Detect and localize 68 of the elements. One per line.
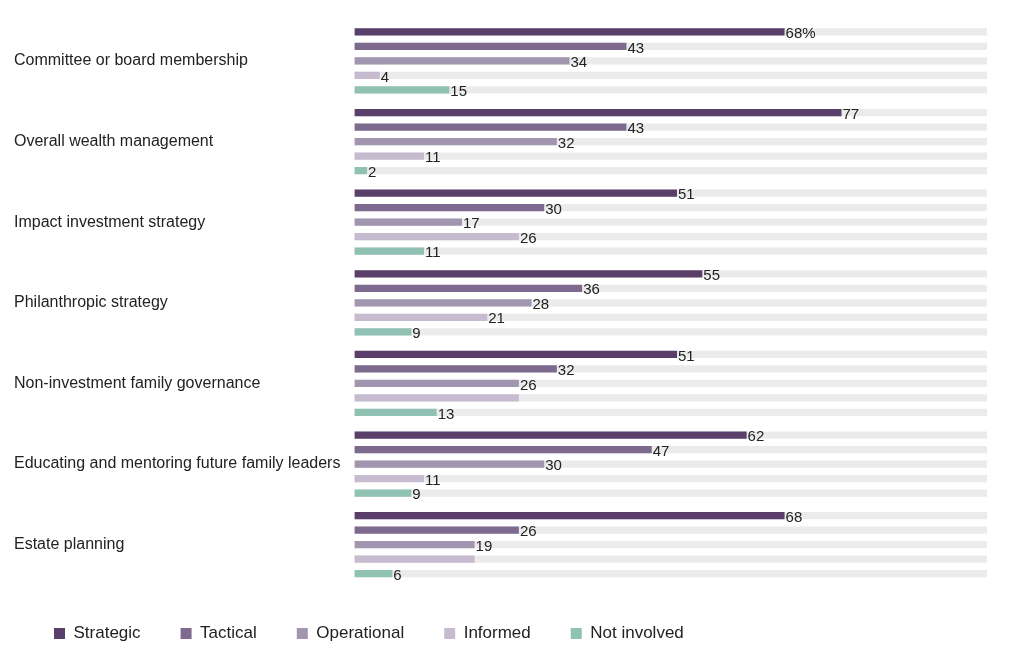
y-tick-label: Estate planning (14, 535, 125, 553)
data-label: 13 (437, 404, 455, 422)
data-label: 2 (368, 162, 377, 180)
bar (354, 166, 368, 175)
y-tick-label: Impact investment strategy (14, 212, 206, 230)
bar (354, 299, 532, 307)
data-label: 11 (424, 470, 441, 488)
data-label: 36 (583, 280, 600, 298)
bar (354, 247, 424, 255)
bar (354, 86, 450, 94)
bar (354, 555, 475, 563)
bar (354, 137, 557, 146)
data-label: 15 (450, 82, 467, 100)
bar (354, 218, 462, 226)
data-label: 17 (462, 214, 480, 232)
bar (354, 408, 437, 417)
bar (354, 570, 393, 578)
bar (354, 460, 545, 468)
legend-label: Operational (316, 623, 405, 643)
data-label: 9 (412, 485, 421, 503)
legend-label: Informed (463, 623, 531, 643)
legend-label: Tactical (200, 623, 257, 643)
bar (354, 328, 412, 336)
data-label: 51 (678, 346, 695, 364)
data-label: 77 (842, 104, 860, 122)
bar (354, 541, 475, 549)
bar (354, 474, 424, 483)
data-label: 21 (488, 309, 505, 327)
bar (354, 71, 380, 80)
data-label: 34 (570, 53, 588, 71)
y-tick-label: Philanthropic strategy (14, 293, 168, 311)
data-label: 6 (393, 565, 402, 583)
bar (354, 233, 519, 241)
data-label: 47 (652, 441, 670, 459)
data-label: 55 (703, 265, 721, 283)
data-label: 11 (424, 148, 441, 166)
data-label: 26 (519, 375, 537, 393)
data-label: 19 (475, 536, 493, 554)
data-label: 28 (532, 294, 550, 312)
bar (354, 152, 424, 160)
y-tick-label: Committee or board membership (14, 51, 248, 69)
data-label: 68 (785, 507, 803, 525)
data-label: 51 (678, 185, 695, 203)
data-label: 43 (627, 119, 645, 137)
bar (354, 313, 488, 321)
data-label: 9 (412, 323, 421, 341)
legend-label: Not involved (590, 623, 684, 643)
y-tick-label: Non-investment family governance (14, 373, 261, 391)
y-tick-label: Overall wealth management (14, 131, 214, 149)
bar (354, 379, 519, 388)
data-label: 30 (545, 199, 562, 217)
bar (354, 365, 557, 373)
data-label: 26 (519, 522, 537, 540)
bar (354, 489, 412, 497)
data-label: 32 (557, 361, 575, 379)
data-label: 11 (424, 243, 441, 261)
data-label: 30 (545, 456, 562, 474)
data-label: 43 (627, 38, 645, 56)
data-label: 32 (557, 133, 575, 151)
data-label: 68% (785, 24, 816, 42)
bar (354, 204, 545, 212)
data-label: 62 (747, 427, 765, 445)
legend-label: Strategic (73, 623, 142, 643)
bar (354, 394, 519, 402)
y-tick-label: Educating and mentoring future family leaders (14, 454, 341, 472)
data-label: 4 (380, 67, 390, 85)
data-label: 26 (519, 228, 537, 246)
bar (354, 526, 519, 534)
